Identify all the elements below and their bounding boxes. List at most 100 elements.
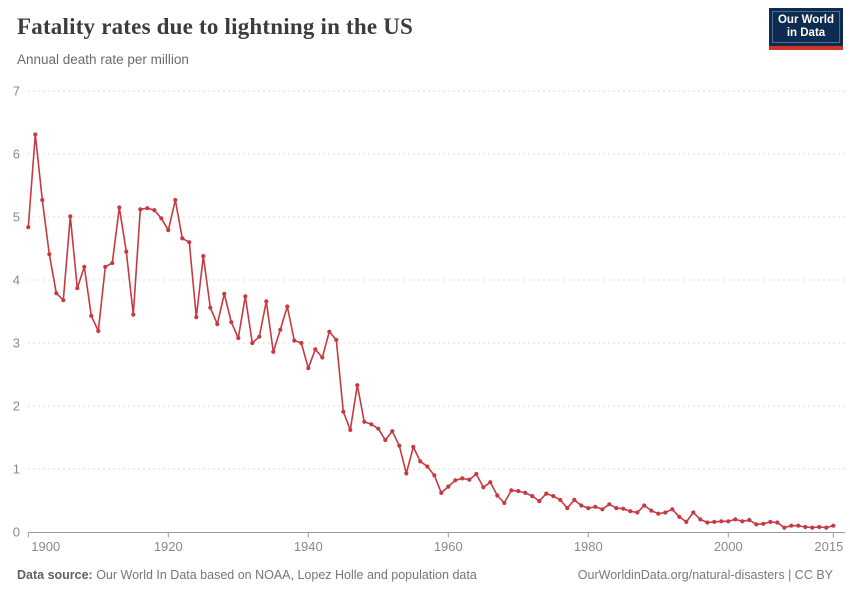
data-point[interactable] [54,291,59,296]
data-point[interactable] [747,517,752,523]
data-point[interactable] [404,471,409,476]
data-point[interactable] [96,328,101,334]
data-point[interactable] [320,355,325,360]
data-point[interactable] [460,476,465,481]
data-point[interactable] [376,426,381,431]
data-point[interactable] [698,517,703,522]
data-point[interactable] [586,506,591,511]
data-point[interactable] [530,494,535,499]
data-point[interactable] [565,506,570,511]
data-point[interactable] [446,484,451,489]
data-point[interactable] [432,473,437,478]
data-point[interactable] [670,507,675,512]
data-point[interactable] [579,503,584,508]
data-point[interactable] [117,205,122,210]
owid-logo[interactable]: Our World in Data [769,8,843,50]
data-point[interactable] [712,519,717,525]
data-point[interactable] [285,304,290,309]
data-point[interactable] [327,329,332,334]
data-point[interactable] [726,519,731,524]
data-point[interactable] [26,225,31,230]
data-point[interactable] [796,523,801,528]
data-point[interactable] [131,312,136,317]
data-point[interactable] [222,291,227,296]
data-point[interactable] [418,459,423,464]
data-point[interactable] [817,524,822,530]
data-point[interactable] [229,320,234,325]
data-point[interactable] [740,519,745,524]
data-point[interactable] [467,477,472,482]
data-point[interactable] [313,347,318,352]
data-point[interactable] [761,521,766,526]
data-point[interactable] [159,216,164,221]
data-point[interactable] [656,511,661,516]
data-point[interactable] [509,488,514,493]
data-point[interactable] [341,409,346,414]
data-point[interactable] [68,214,73,219]
data-point[interactable] [705,520,710,525]
data-point[interactable] [691,510,696,515]
data-point[interactable] [663,510,668,515]
data-point[interactable] [453,478,458,483]
data-point[interactable] [47,252,52,257]
data-point[interactable] [789,523,794,528]
data-point[interactable] [481,485,486,490]
data-point[interactable] [103,264,108,269]
data-point[interactable] [439,490,444,495]
data-point[interactable] [495,493,500,498]
data-point[interactable] [803,524,808,530]
data-point[interactable] [600,507,605,512]
data-point[interactable] [768,519,773,525]
data-point[interactable] [635,510,640,515]
data-point[interactable] [425,464,430,469]
data-point[interactable] [677,514,682,520]
data-point[interactable] [124,249,129,254]
data-point[interactable] [369,422,374,427]
data-point[interactable] [824,525,829,530]
data-point[interactable] [810,525,815,530]
data-point[interactable] [292,338,297,343]
data-point[interactable] [110,260,115,266]
data-point[interactable] [649,508,654,513]
data-point[interactable] [75,286,80,291]
data-point[interactable] [299,340,304,346]
data-point[interactable] [488,480,493,485]
data-point[interactable] [306,366,311,371]
data-point[interactable] [243,294,248,299]
data-point[interactable] [271,349,276,354]
credit-link[interactable]: OurWorldinData.org/natural-disasters | C… [577,568,833,582]
data-point[interactable] [145,206,150,211]
data-point[interactable] [719,519,724,524]
data-point[interactable] [362,419,367,424]
data-point[interactable] [684,519,689,525]
data-point[interactable] [208,305,213,310]
data-point[interactable] [782,525,787,530]
data-point[interactable] [390,429,395,434]
data-point[interactable] [754,522,759,527]
data-point[interactable] [537,499,542,504]
data-point[interactable] [201,254,206,259]
data-point[interactable] [831,523,836,528]
data-point[interactable] [733,517,738,522]
data-point[interactable] [187,240,192,245]
data-point[interactable] [257,334,262,339]
data-point[interactable] [152,208,157,213]
data-point[interactable] [558,497,563,502]
data-point[interactable] [775,520,780,525]
data-point[interactable] [194,315,199,320]
data-point[interactable] [621,506,626,511]
data-point[interactable] [551,494,556,499]
data-point[interactable] [572,497,577,502]
data-point[interactable] [89,313,94,318]
data-point[interactable] [236,335,241,341]
data-point[interactable] [173,197,178,203]
data-point[interactable] [523,490,528,495]
data-point[interactable] [607,502,612,507]
data-point[interactable] [264,299,269,304]
data-point[interactable] [334,337,339,342]
data-point[interactable] [397,443,402,448]
data-point[interactable] [33,132,38,137]
data-point[interactable] [642,503,647,508]
data-point[interactable] [355,383,360,388]
